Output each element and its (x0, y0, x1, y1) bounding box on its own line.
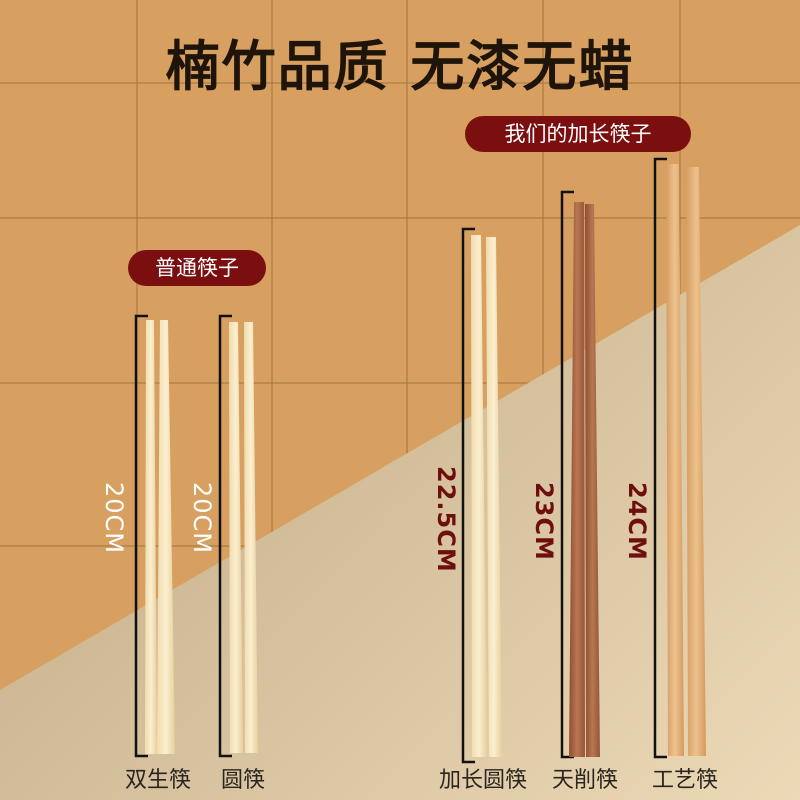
dimension-brackets (134, 157, 667, 764)
product-name: 双生筷 (124, 768, 191, 793)
length-label: 24CM (623, 482, 651, 561)
long-chopsticks-badge: 我们的加长筷子 (465, 116, 691, 152)
length-label: 23CM (530, 482, 558, 561)
product-name: 圆筷 (220, 768, 265, 793)
product-name: 工艺筷 (651, 768, 718, 793)
product-name: 加长圆筷 (438, 768, 527, 793)
page-title: 楠竹品质 无漆无蜡 (165, 35, 635, 98)
length-label: 20CM (100, 482, 128, 555)
chopsticks-craft (666, 164, 706, 756)
length-label: 20CM (188, 482, 216, 555)
length-label: 22.5CM (432, 466, 460, 573)
chopsticks-tensoge (569, 202, 600, 757)
chopsticks-twin (145, 320, 175, 754)
chopsticks-round (229, 322, 258, 753)
normal-chopsticks-badge: 普通筷子 (128, 250, 266, 286)
product-name: 天削筷 (551, 768, 618, 793)
chopsticks-long-round (471, 235, 502, 757)
